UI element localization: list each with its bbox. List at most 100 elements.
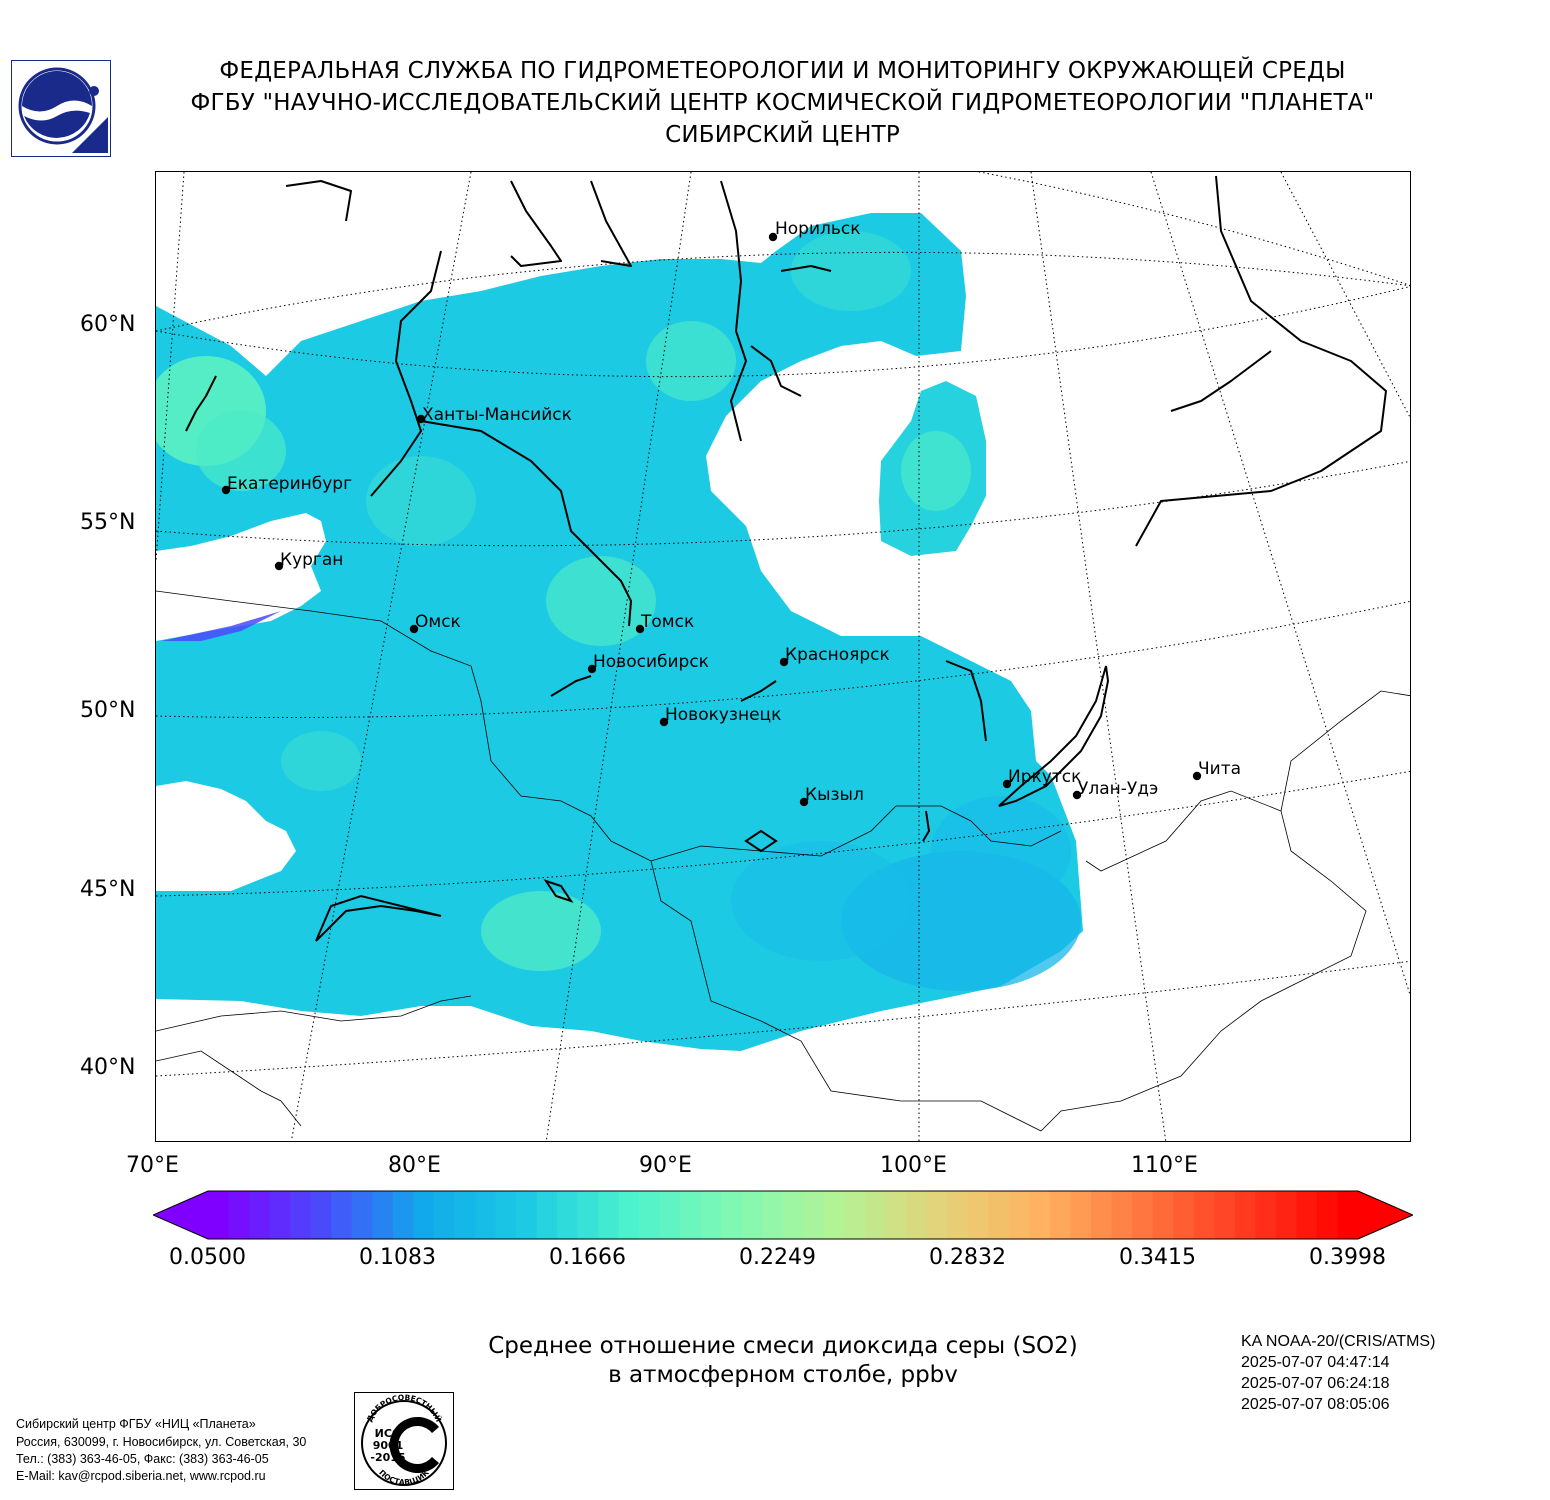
header-line-3: СИБИРСКИЙ ЦЕНТР — [665, 122, 900, 148]
colorbar-step — [762, 1191, 784, 1239]
contact-line-1: Сибирский центр ФГБУ «НИЦ «Планета» — [16, 1417, 256, 1431]
colorbar-step — [290, 1191, 312, 1239]
colorbar-step — [1234, 1191, 1256, 1239]
lakes — [315, 665, 1110, 942]
colorbar-step — [844, 1191, 866, 1239]
contact-line-2: Россия, 630099, г. Новосибирск, ул. Сове… — [16, 1435, 307, 1449]
colorbar-step — [639, 1191, 661, 1239]
svg-text:ДОБРОСОВЕСТНЫЙ: ДОБРОСОВЕСТНЫЙ — [365, 1393, 443, 1423]
lon-label-70e: 70°E — [126, 1153, 179, 1178]
border-mongolia-china — [650, 790, 1367, 1132]
lake-chany — [550, 675, 592, 697]
lake-uvs — [744, 829, 778, 853]
colorbar-step — [249, 1191, 271, 1239]
city-marker-ulan-ude — [1072, 790, 1082, 800]
colorbar-step — [1337, 1191, 1359, 1239]
city-label-tomsk: Томск — [641, 612, 695, 632]
border-russia-kazakhstan — [156, 590, 1062, 862]
caption-line-2: в атмосферном столбе, ppbv — [608, 1362, 958, 1388]
colorbar-step — [988, 1191, 1010, 1239]
so2-field-lows — [161, 611, 1081, 991]
colorbar-step — [516, 1191, 538, 1239]
city-label-chita: Чита — [1198, 759, 1242, 779]
lake-baikal — [998, 665, 1110, 807]
contact-line-4: E-Mail: kav@rcpod.siberia.net, www.rcpod… — [16, 1469, 266, 1483]
stamp-9001-text: 9001 — [373, 1439, 404, 1452]
colorbar-step — [967, 1191, 989, 1239]
colorbar-step — [1173, 1191, 1195, 1239]
city-marker-norilsk — [768, 232, 778, 242]
colorbar-step — [495, 1191, 517, 1239]
tunguska-river — [750, 345, 802, 397]
norilsk-lakes — [780, 265, 832, 272]
colorbar-step — [741, 1191, 764, 1239]
city-marker-yekaterinburg — [221, 485, 231, 495]
city-label-ulan-ude: Улан-Удэ — [1078, 779, 1159, 799]
colorbar-step — [783, 1191, 805, 1239]
ural-river-bits — [185, 375, 217, 432]
header-line-2: ФГБУ "НАУЧНО-ИССЛЕДОВАТЕЛЬСКИЙ ЦЕНТР КОС… — [190, 90, 1375, 116]
ob-river — [370, 250, 442, 497]
colorbar-step — [1152, 1191, 1174, 1239]
header-line-1: ФЕДЕРАЛЬНАЯ СЛУЖБА ПО ГИДРОМЕТЕОРОЛОГИИ … — [219, 58, 1346, 84]
colorbar-step — [824, 1191, 846, 1239]
city-marker-novosibirsk — [587, 664, 597, 674]
caption-line-1: Среднее отношение смеси диоксида серы (S… — [488, 1333, 1078, 1359]
angara-river — [945, 660, 987, 742]
colorbar-step — [1111, 1191, 1133, 1239]
colorbar-step — [721, 1191, 743, 1239]
colorbar-tick-3: 0.2249 — [739, 1245, 816, 1270]
lon-label-80e: 80°E — [388, 1153, 441, 1178]
pass-time-1: 2025-07-07 04:47:14 — [1241, 1354, 1390, 1371]
city-marker-kyzyl — [799, 797, 809, 807]
lon-label-100e: 100°E — [880, 1153, 947, 1178]
colorbar-step — [1008, 1191, 1031, 1239]
lon-label-90e: 90°E — [639, 1153, 692, 1178]
city-marker-krasnoyarsk — [779, 657, 789, 667]
border-kazakhstan-south — [156, 995, 472, 1032]
colorbar-step — [474, 1191, 497, 1239]
border-china-east — [1280, 690, 1410, 812]
colorbar-step — [310, 1191, 332, 1239]
lake-khovsgol — [922, 810, 931, 842]
city-marker-chita — [1192, 771, 1202, 781]
taimyr-coast — [590, 180, 632, 267]
lake-zaisan — [543, 879, 574, 903]
colorbar-step — [1275, 1191, 1297, 1239]
colorbar-step — [598, 1191, 620, 1239]
city-label-kyzyl: Кызыл — [805, 785, 864, 805]
city-marker-kurgan — [274, 561, 284, 571]
colorbar-step — [700, 1191, 722, 1239]
gydan-coast — [510, 180, 562, 267]
city-marker-omsk — [409, 624, 419, 634]
colorbar-tick-5: 0.3415 — [1119, 1245, 1196, 1270]
planeta-logo — [11, 60, 111, 157]
lake-krasnoyarsk — [740, 680, 777, 702]
colorbar-step — [947, 1191, 969, 1239]
lon-label-110e: 110°E — [1131, 1153, 1198, 1178]
city-label-novokuznetsk: Новокузнецк — [665, 705, 782, 725]
colorbar-step — [433, 1191, 456, 1239]
colorbar-step — [1296, 1191, 1318, 1239]
colorbar-step — [865, 1191, 887, 1239]
colorbar-step — [454, 1191, 476, 1239]
colorbar-step — [1193, 1191, 1215, 1239]
colorbar-step — [392, 1191, 414, 1239]
yenisei-river — [720, 180, 747, 442]
colorbar-tick-6: 0.3998 — [1309, 1245, 1386, 1270]
colorbar-step — [351, 1191, 373, 1239]
colorbar — [151, 1190, 1415, 1242]
city-label-kurgan: Курган — [280, 550, 344, 570]
colorbar-step — [577, 1191, 599, 1239]
lat-label-60n: 60°N — [80, 312, 136, 337]
city-marker-tomsk — [635, 624, 645, 634]
map-svg — [156, 172, 1410, 1141]
city-label-omsk: Омск — [415, 612, 461, 632]
colorbar-step — [1132, 1191, 1154, 1239]
colorbar-step — [1255, 1191, 1277, 1239]
colorbar-step — [269, 1191, 291, 1239]
contact-line-3: Тел.: (383) 363-46-05, Факс: (383) 363-4… — [16, 1452, 269, 1466]
city-marker-novokuznetsk — [659, 717, 669, 727]
city-marker-khanty-mansiysk — [416, 414, 426, 424]
city-label-krasnoyarsk: Красноярск — [785, 645, 890, 665]
